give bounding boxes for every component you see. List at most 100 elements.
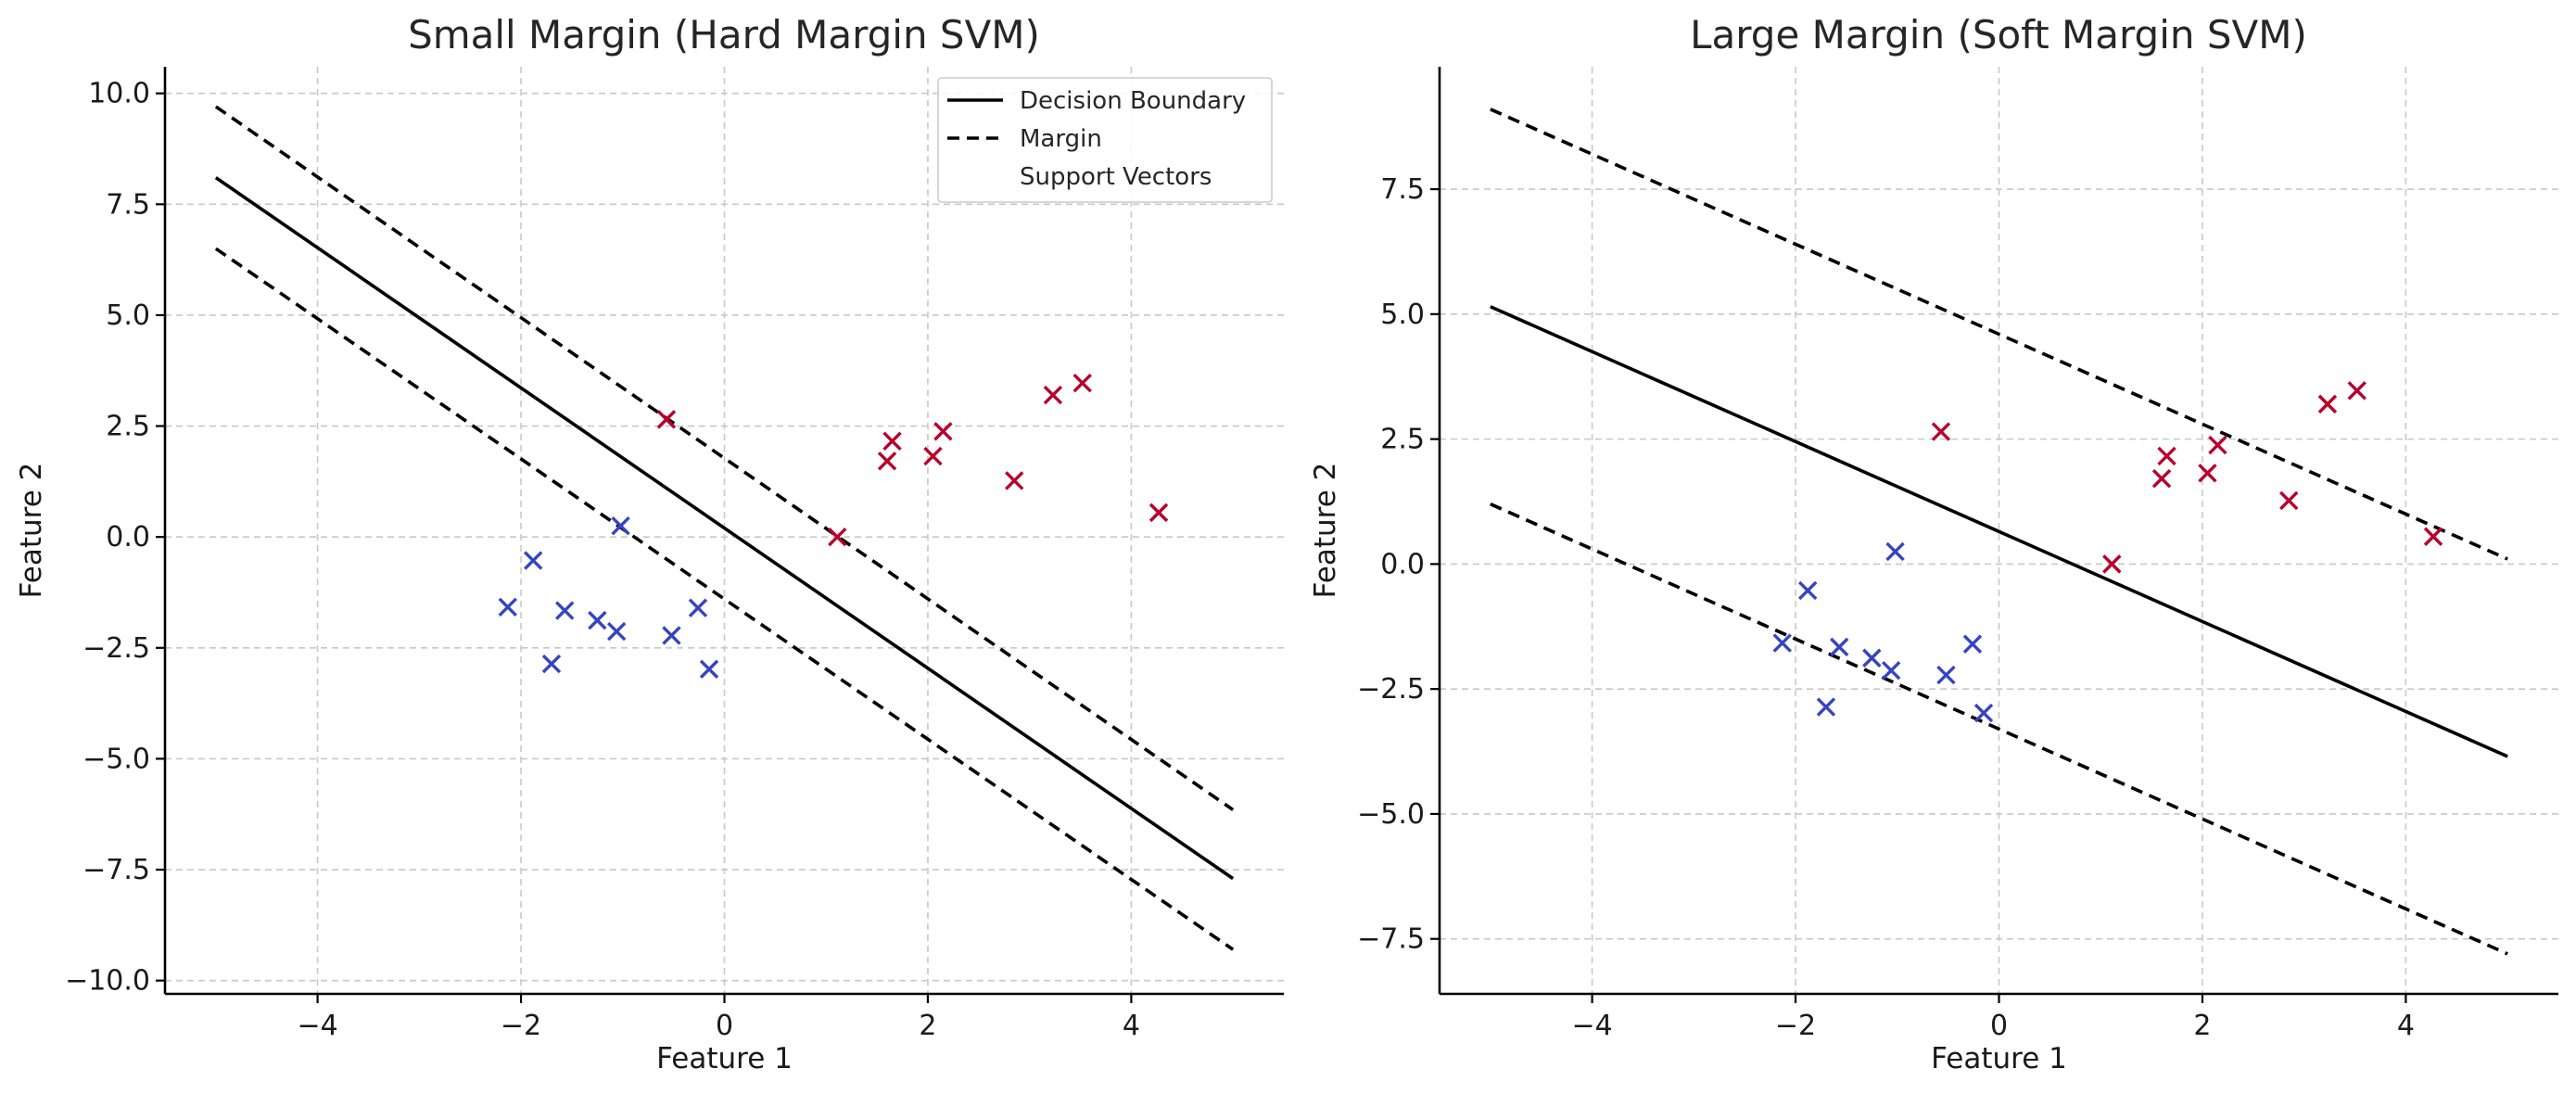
y-tick-label: 0.0: [1380, 548, 1425, 580]
data-point: [1962, 634, 1983, 654]
legend-label: Support Vectors: [1020, 163, 1212, 191]
data-point: [656, 410, 677, 429]
chart-panel-1: −4 −2 0 2 4 −10.0 −7.5 −5.0 −2.5 0.0 2.5 5.0 7.5 10.0…: [15, 12, 1284, 1075]
data-point-stroke: [1885, 541, 1905, 562]
data-point-stroke: [2317, 394, 2338, 414]
y-tick-label: 2.5: [1380, 424, 1425, 456]
data-point-stroke: [541, 654, 562, 674]
x-tick-label: 2: [919, 1010, 936, 1042]
chart-panel-2: −4 −2 0 2 4 −7.5 −5.0 −2.5 0.0 2.5 5.0 7.5 Large Mar…: [1309, 12, 2558, 1075]
y-tick-label: 0.0: [106, 521, 150, 553]
data-point: [877, 452, 897, 471]
y-tick-label: 5.0: [1380, 299, 1425, 331]
data-point-stroke: [1936, 665, 1956, 685]
data-point: [611, 516, 630, 536]
data-point: [1148, 502, 1169, 523]
data-point: [2347, 381, 2367, 401]
y-tick-label: −2.5: [82, 632, 150, 665]
x-tick-label: 0: [716, 1010, 733, 1042]
data-point-stroke: [1881, 661, 1901, 681]
data-point-stroke: [1816, 697, 1836, 717]
data-point-stroke: [1772, 633, 1792, 653]
data-point: [1973, 703, 1994, 723]
margin-line: [1490, 502, 2508, 956]
data-point-stroke: [933, 422, 953, 441]
data-point-stroke: [2347, 381, 2367, 401]
data-point: [2151, 469, 2172, 489]
y-tick-label: 2.5: [106, 411, 150, 443]
data-point: [923, 446, 943, 466]
data-point-stroke: [688, 598, 708, 617]
data-point-stroke: [656, 410, 677, 429]
margin-line: [214, 247, 1235, 951]
x-tick-label: 4: [1123, 1010, 1140, 1042]
data-point: [2198, 464, 2217, 483]
data-point: [2317, 394, 2338, 414]
y-tick-label: 7.5: [1380, 173, 1425, 206]
data-point-stroke: [1005, 471, 1024, 490]
data-point: [828, 527, 847, 547]
y-axis-label: Feature 2: [15, 463, 48, 599]
data-point: [1931, 422, 1951, 441]
data-point-stroke: [588, 610, 607, 630]
decision-boundary-line: [1490, 305, 2508, 758]
data-point-stroke: [1043, 385, 1063, 405]
x-tick-label: −4: [1571, 1010, 1612, 1042]
data-point: [1830, 637, 1849, 657]
data-point: [1936, 665, 1956, 685]
data-point: [1816, 697, 1836, 717]
data-point-stroke: [2279, 490, 2299, 511]
y-tick-label: −7.5: [82, 854, 150, 886]
y-tick-label: −10.0: [65, 965, 150, 998]
data-point: [2279, 490, 2299, 511]
legend-box: [937, 77, 1273, 203]
data-point-stroke: [662, 626, 681, 645]
data-point: [1862, 648, 1882, 668]
data-point: [498, 597, 517, 617]
data-point-stroke: [2157, 446, 2176, 466]
data-point-stroke: [1931, 422, 1951, 441]
data-point: [2157, 446, 2176, 466]
data-point-stroke: [877, 452, 897, 471]
data-point: [1881, 661, 1901, 681]
data-point: [688, 598, 708, 617]
data-point-stroke: [611, 516, 630, 536]
y-tick-label: 5.0: [106, 299, 150, 332]
x-axis-label: Feature 1: [656, 1042, 793, 1075]
data-point: [933, 422, 953, 441]
y-tick-label: −5.0: [82, 743, 150, 775]
margin-line: [214, 105, 1235, 811]
data-point-stroke: [555, 601, 575, 620]
decision-boundary-line: [214, 176, 1235, 881]
data-point: [1798, 580, 1818, 601]
data-point: [524, 551, 543, 570]
data-point: [882, 431, 902, 452]
data-point: [588, 610, 607, 630]
data-point-stroke: [606, 621, 627, 642]
data-point-stroke: [2208, 435, 2227, 455]
x-tick-label: 0: [1990, 1010, 2008, 1042]
x-tick-label: −2: [501, 1010, 541, 1042]
data-point-stroke: [882, 431, 902, 452]
chart-title: Large Margin (Soft Margin SVM): [1690, 12, 2307, 57]
data-point-stroke: [1973, 703, 1994, 723]
y-tick-label: −2.5: [1357, 673, 1425, 706]
legend-label: Margin: [1020, 125, 1102, 153]
legend: Decision Boundary Margin Support Vectors: [937, 77, 1273, 203]
data-point-stroke: [923, 446, 943, 466]
x-tick-label: 4: [2397, 1010, 2415, 1042]
y-axis-label: Feature 2: [1309, 463, 1342, 599]
data-point-stroke: [699, 659, 719, 679]
data-point: [1005, 471, 1024, 490]
data-point: [555, 601, 575, 620]
legend-label: Decision Boundary: [1020, 87, 1246, 115]
x-tick-label: −2: [1775, 1010, 1816, 1042]
data-point: [2208, 435, 2227, 455]
data-point: [2102, 554, 2122, 574]
data-point-stroke: [498, 597, 517, 617]
data-point: [1772, 633, 1792, 653]
y-tick-label: −5.0: [1357, 798, 1425, 831]
data-point: [662, 626, 681, 645]
data-point-stroke: [1862, 648, 1882, 668]
